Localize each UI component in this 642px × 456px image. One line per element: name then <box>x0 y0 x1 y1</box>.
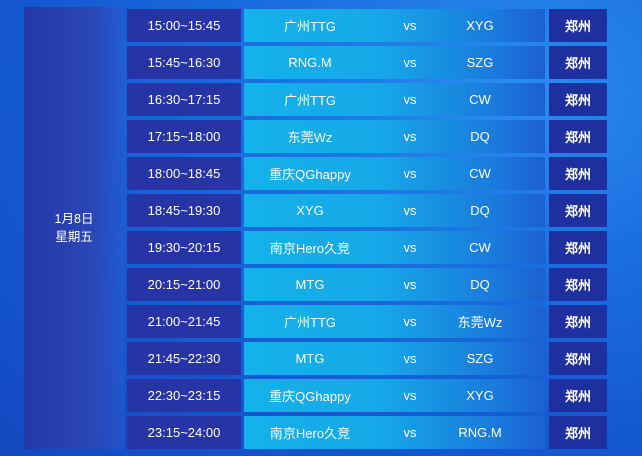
match-time: 21:00~21:45 <box>127 305 241 338</box>
team-2: XYG <box>466 18 494 33</box>
match-row: 22:30~23:15 重庆QGhappy vs XYG 郑州 <box>127 379 607 412</box>
match-city: 郑州 <box>549 157 607 190</box>
match-teams: MTG vs DQ <box>244 268 545 301</box>
vs-label: vs <box>403 166 417 181</box>
match-teams: MTG vs SZG <box>244 342 545 375</box>
match-teams: 南京Hero久竞 vs RNG.M <box>244 416 545 449</box>
match-time: 15:00~15:45 <box>127 9 241 42</box>
match-row: 20:15~21:00 MTG vs DQ 郑州 <box>127 268 607 301</box>
team-1: 广州TTG <box>284 315 336 330</box>
match-city: 郑州 <box>549 120 607 153</box>
match-time: 18:00~18:45 <box>127 157 241 190</box>
team-2: RNG.M <box>458 425 502 440</box>
match-city: 郑州 <box>549 416 607 449</box>
team-2: SZG <box>466 55 494 70</box>
match-row: 19:30~20:15 南京Hero久竞 vs CW 郑州 <box>127 231 607 264</box>
team-2: CW <box>469 240 491 255</box>
team-2: XYG <box>466 388 494 403</box>
team-1: XYG <box>296 203 324 218</box>
team-2: DQ <box>470 129 490 144</box>
match-teams: 广州TTG vs 东莞Wz <box>244 305 545 338</box>
team-1: 东莞Wz <box>287 130 333 145</box>
team-1: 广州TTG <box>284 19 336 34</box>
team-1: 南京Hero久竞 <box>269 426 351 441</box>
vs-label: vs <box>403 425 417 440</box>
team-2: 东莞Wz <box>457 315 503 330</box>
vs-label: vs <box>403 351 417 366</box>
team-1: 重庆QGhappy <box>269 167 351 182</box>
vs-label: vs <box>403 240 417 255</box>
match-city: 郑州 <box>549 342 607 375</box>
match-teams: 重庆QGhappy vs CW <box>244 157 545 190</box>
vs-label: vs <box>403 314 417 329</box>
match-row: 15:45~16:30 RNG.M vs SZG 郑州 <box>127 46 607 79</box>
match-time: 23:15~24:00 <box>127 416 241 449</box>
match-row: 15:00~15:45 广州TTG vs XYG 郑州 <box>127 9 607 42</box>
team-2: CW <box>469 166 491 181</box>
match-teams: RNG.M vs SZG <box>244 46 545 79</box>
match-row: 21:00~21:45 广州TTG vs 东莞Wz 郑州 <box>127 305 607 338</box>
match-city: 郑州 <box>549 46 607 79</box>
match-time: 17:15~18:00 <box>127 120 241 153</box>
match-time: 20:15~21:00 <box>127 268 241 301</box>
match-time: 16:30~17:15 <box>127 83 241 116</box>
match-time: 15:45~16:30 <box>127 46 241 79</box>
match-row: 23:15~24:00 南京Hero久竞 vs RNG.M 郑州 <box>127 416 607 449</box>
team-2: CW <box>469 92 491 107</box>
vs-label: vs <box>403 388 417 403</box>
match-city: 郑州 <box>549 194 607 227</box>
match-time: 21:45~22:30 <box>127 342 241 375</box>
team-1: MTG <box>295 351 325 366</box>
match-teams: XYG vs DQ <box>244 194 545 227</box>
match-row: 18:00~18:45 重庆QGhappy vs CW 郑州 <box>127 157 607 190</box>
vs-label: vs <box>403 277 417 292</box>
match-time: 18:45~19:30 <box>127 194 241 227</box>
match-teams: 广州TTG vs CW <box>244 83 545 116</box>
match-row: 21:45~22:30 MTG vs SZG 郑州 <box>127 342 607 375</box>
match-teams: 东莞Wz vs DQ <box>244 120 545 153</box>
date-panel: 1月8日 星期五 <box>24 7 124 449</box>
team-1: 广州TTG <box>284 93 336 108</box>
vs-label: vs <box>403 129 417 144</box>
match-teams: 重庆QGhappy vs XYG <box>244 379 545 412</box>
team-1: RNG.M <box>288 55 332 70</box>
vs-label: vs <box>403 18 417 33</box>
vs-label: vs <box>403 55 417 70</box>
match-time: 19:30~20:15 <box>127 231 241 264</box>
team-1: 重庆QGhappy <box>269 389 351 404</box>
match-row: 16:30~17:15 广州TTG vs CW 郑州 <box>127 83 607 116</box>
match-city: 郑州 <box>549 305 607 338</box>
date-weekday: 星期五 <box>55 230 93 244</box>
team-2: SZG <box>466 351 494 366</box>
match-time: 22:30~23:15 <box>127 379 241 412</box>
team-2: DQ <box>470 277 490 292</box>
match-city: 郑州 <box>549 379 607 412</box>
team-1: 南京Hero久竞 <box>269 241 351 256</box>
team-1: MTG <box>295 277 325 292</box>
match-row: 17:15~18:00 东莞Wz vs DQ 郑州 <box>127 120 607 153</box>
match-teams: 南京Hero久竞 vs CW <box>244 231 545 264</box>
match-city: 郑州 <box>549 83 607 116</box>
vs-label: vs <box>403 92 417 107</box>
vs-label: vs <box>403 203 417 218</box>
match-city: 郑州 <box>549 268 607 301</box>
team-2: DQ <box>470 203 490 218</box>
date-day: 1月8日 <box>54 212 94 226</box>
match-city: 郑州 <box>549 9 607 42</box>
match-city: 郑州 <box>549 231 607 264</box>
match-row: 18:45~19:30 XYG vs DQ 郑州 <box>127 194 607 227</box>
match-teams: 广州TTG vs XYG <box>244 9 545 42</box>
